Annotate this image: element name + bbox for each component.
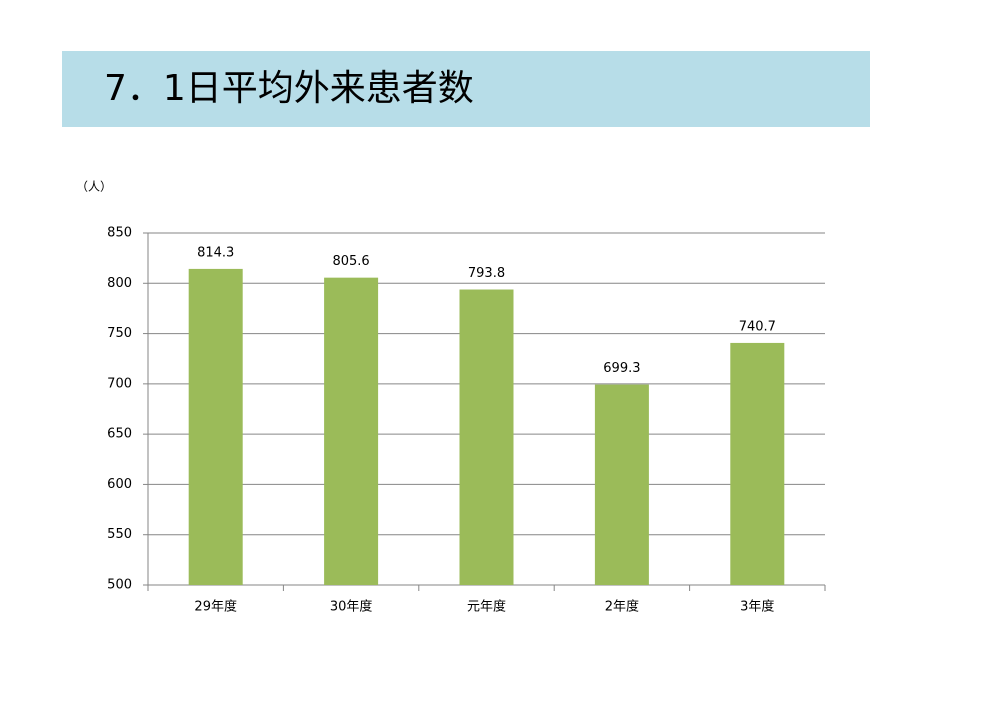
bar [730,342,785,585]
data-label: 814.3 [197,245,234,260]
data-label: 699.3 [603,361,640,376]
y-tick-label: 650 [107,427,132,442]
y-tick-label: 500 [107,578,132,593]
y-tick-label: 700 [107,376,132,391]
title-box [62,51,870,127]
bar [594,384,649,585]
data-label: 793.8 [468,266,505,281]
bar [459,289,514,585]
data-label: 805.6 [332,254,369,269]
y-tick-label: 600 [107,477,132,492]
x-tick-label: 30年度 [330,599,373,615]
bar [324,277,379,585]
chart-title: 7．1日平均外来患者数 [104,68,474,109]
x-tick-label: 2年度 [605,599,639,615]
x-tick-label: 29年度 [194,599,237,615]
data-label: 740.7 [739,319,776,334]
y-tick-label: 800 [107,276,132,291]
y-tick-label: 750 [107,326,132,341]
x-tick-label: 元年度 [467,599,506,615]
y-tick-label: 850 [107,226,132,241]
y-axis-label: （人） [76,180,112,194]
bar [188,268,243,585]
y-tick-label: 550 [107,527,132,542]
x-tick-label: 3年度 [740,599,774,615]
